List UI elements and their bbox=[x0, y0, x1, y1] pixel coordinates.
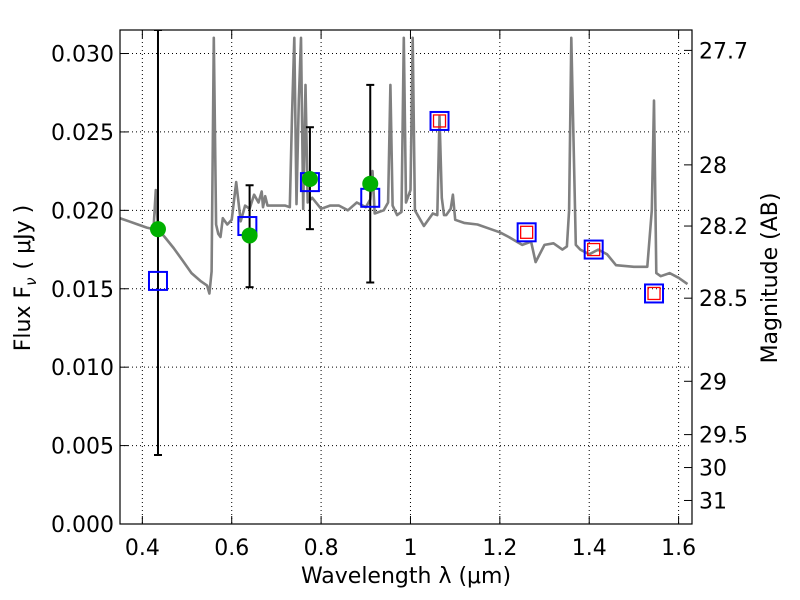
x-tick-label: 1.2 bbox=[482, 536, 517, 561]
y2-axis-ticks: 27.7 28 28.2 28.5 29 29.5 30 31 bbox=[684, 39, 748, 514]
y2-tick-label: 29.5 bbox=[699, 424, 748, 449]
y-tick-label: 0.020 bbox=[51, 199, 114, 224]
y2-tick-label: 29 bbox=[699, 370, 727, 395]
x-tick-label: 1.6 bbox=[661, 536, 696, 561]
spectrum-line bbox=[120, 36, 689, 295]
model-photometry-series bbox=[147, 110, 665, 304]
y2-tick-label: 30 bbox=[699, 457, 727, 482]
plot-frame bbox=[119, 29, 693, 525]
x-tick-label: 1 bbox=[403, 536, 417, 561]
y2-tick-label: 28 bbox=[699, 154, 727, 179]
y2-tick-label: 27.7 bbox=[699, 39, 748, 64]
y2-tick-label: 28.2 bbox=[699, 215, 748, 240]
error-bars bbox=[153, 30, 375, 456]
x-tick-label: 0.6 bbox=[214, 536, 249, 561]
y-axis-label-unit: ( μJy ) bbox=[11, 205, 36, 270]
model-point-inner bbox=[587, 242, 601, 257]
model-point bbox=[429, 110, 450, 131]
model-point bbox=[644, 283, 665, 304]
y-axis-ticks: 0.000 0.005 0.010 0.015 0.020 0.025 0.030 bbox=[51, 43, 128, 538]
y-axis-label: Flux Fν ( μJy ) bbox=[11, 205, 40, 351]
observed-point bbox=[301, 170, 318, 187]
x-tick-label: 1.4 bbox=[572, 536, 607, 561]
y-axis-label-subscript: ν bbox=[22, 277, 40, 285]
model-point bbox=[516, 222, 537, 243]
grid bbox=[120, 30, 692, 525]
model-point-inner bbox=[520, 225, 534, 239]
spectrum-series bbox=[120, 36, 689, 295]
y2-tick-label: 28.5 bbox=[699, 287, 748, 312]
y2-tick-label: 31 bbox=[699, 489, 727, 514]
y-tick-label: 0.025 bbox=[51, 121, 114, 146]
x-axis-label: Wavelength λ (μm) bbox=[301, 564, 511, 589]
y-tick-label: 0.010 bbox=[51, 356, 114, 381]
observed-point bbox=[149, 221, 166, 238]
y-axis-label-main: Flux F bbox=[11, 286, 36, 351]
observed-photometry-series bbox=[149, 170, 379, 244]
x-tick-label: 0.8 bbox=[304, 536, 339, 561]
y-tick-label: 0.005 bbox=[51, 435, 114, 460]
model-point bbox=[147, 270, 168, 291]
y-tick-label: 0.000 bbox=[51, 513, 114, 538]
model-point-inner bbox=[432, 114, 447, 128]
y-tick-label: 0.030 bbox=[51, 43, 114, 68]
y-tick-label: 0.015 bbox=[51, 278, 114, 303]
x-axis-ticks: 0.4 0.6 0.8 1 1.2 1.4 1.6 bbox=[125, 30, 696, 561]
y2-axis-label: Magnitude (AB) bbox=[758, 193, 783, 364]
model-point-inner bbox=[647, 286, 661, 301]
x-tick-label: 0.4 bbox=[125, 536, 160, 561]
observed-point bbox=[241, 227, 258, 244]
observed-point bbox=[362, 175, 379, 192]
model-point bbox=[583, 239, 604, 260]
